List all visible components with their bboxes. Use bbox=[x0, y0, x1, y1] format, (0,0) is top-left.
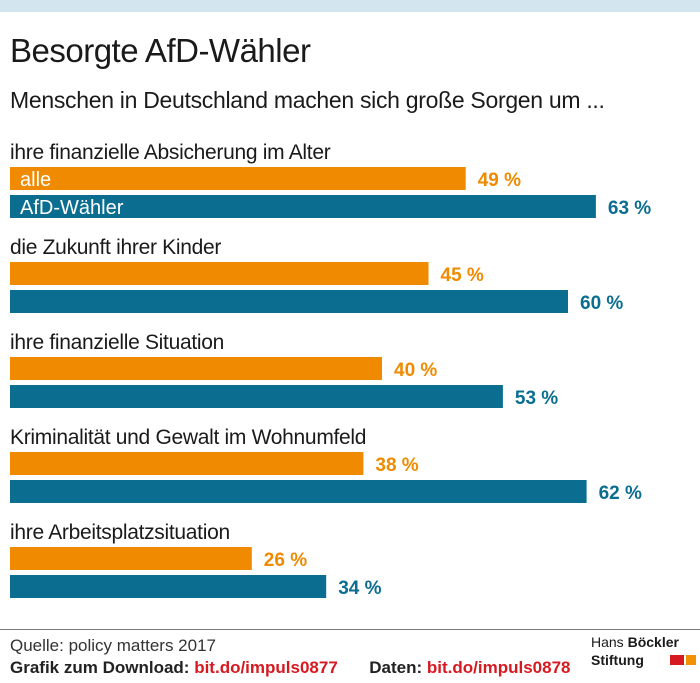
bar-afd bbox=[10, 385, 503, 408]
data-label: 45 % bbox=[441, 265, 484, 286]
logo-line-1: Hans Böckler bbox=[591, 633, 679, 651]
download-label: Grafik zum Download: bbox=[10, 658, 190, 677]
data-link[interactable]: bit.do/impuls0878 bbox=[426, 658, 571, 677]
top-band bbox=[0, 0, 700, 12]
logo-word-hans: Hans bbox=[591, 634, 624, 650]
data-label: 34 % bbox=[338, 578, 381, 599]
data-label: 26 % bbox=[264, 550, 307, 571]
data-label: 60 % bbox=[580, 293, 623, 314]
data-label: 62 % bbox=[599, 483, 642, 504]
logo-line-2: Stiftung bbox=[591, 652, 644, 668]
source-note: Quelle: policy matters 2017 bbox=[10, 636, 216, 655]
data-label: 38 % bbox=[375, 455, 418, 476]
bar-alle bbox=[10, 262, 429, 285]
download-line: Grafik zum Download: bit.do/impuls0877 D… bbox=[10, 657, 571, 679]
category-label: ihre finanzielle Absicherung im Alter bbox=[10, 141, 331, 164]
bar-afd bbox=[10, 480, 587, 503]
legend-afd: AfD-Wähler bbox=[20, 197, 124, 219]
category-label: Kriminalität und Gewalt im Wohnumfeld bbox=[10, 426, 366, 449]
category-label: die Zukunft ihrer Kinder bbox=[10, 236, 221, 259]
footer-divider bbox=[0, 629, 700, 630]
bar-alle bbox=[10, 167, 466, 190]
category-label: ihre Arbeitsplatzsituation bbox=[10, 521, 230, 544]
download-link[interactable]: bit.do/impuls0877 bbox=[194, 658, 338, 677]
logo-mark-red bbox=[670, 655, 684, 665]
logo-word-boeckler: Böckler bbox=[627, 634, 679, 650]
data-label: 53 % bbox=[515, 388, 558, 409]
bar-afd bbox=[10, 195, 596, 218]
data-label: 63 % bbox=[608, 198, 651, 219]
bar-alle bbox=[10, 452, 364, 475]
logo-mark-orange bbox=[686, 655, 696, 665]
bar-alle bbox=[10, 547, 252, 570]
bar-chart: ihre finanzielle Absicherung im Alter 49 … bbox=[10, 141, 651, 599]
category-label: ihre finanzielle Situation bbox=[10, 331, 224, 354]
bar-afd bbox=[10, 575, 327, 598]
data-label: 49 % bbox=[478, 170, 521, 191]
data-label: Daten: bbox=[369, 658, 423, 677]
bar-afd bbox=[10, 290, 568, 313]
chart-subtitle: Menschen in Deutschland machen sich groß… bbox=[10, 87, 605, 113]
hans-boeckler-logo: Hans Böckler Stiftung bbox=[591, 633, 696, 673]
data-label: 40 % bbox=[394, 360, 437, 381]
chart-title: Besorgte AfD-Wähler bbox=[10, 32, 311, 69]
legend-alle: alle bbox=[20, 169, 51, 191]
bar-alle bbox=[10, 357, 382, 380]
